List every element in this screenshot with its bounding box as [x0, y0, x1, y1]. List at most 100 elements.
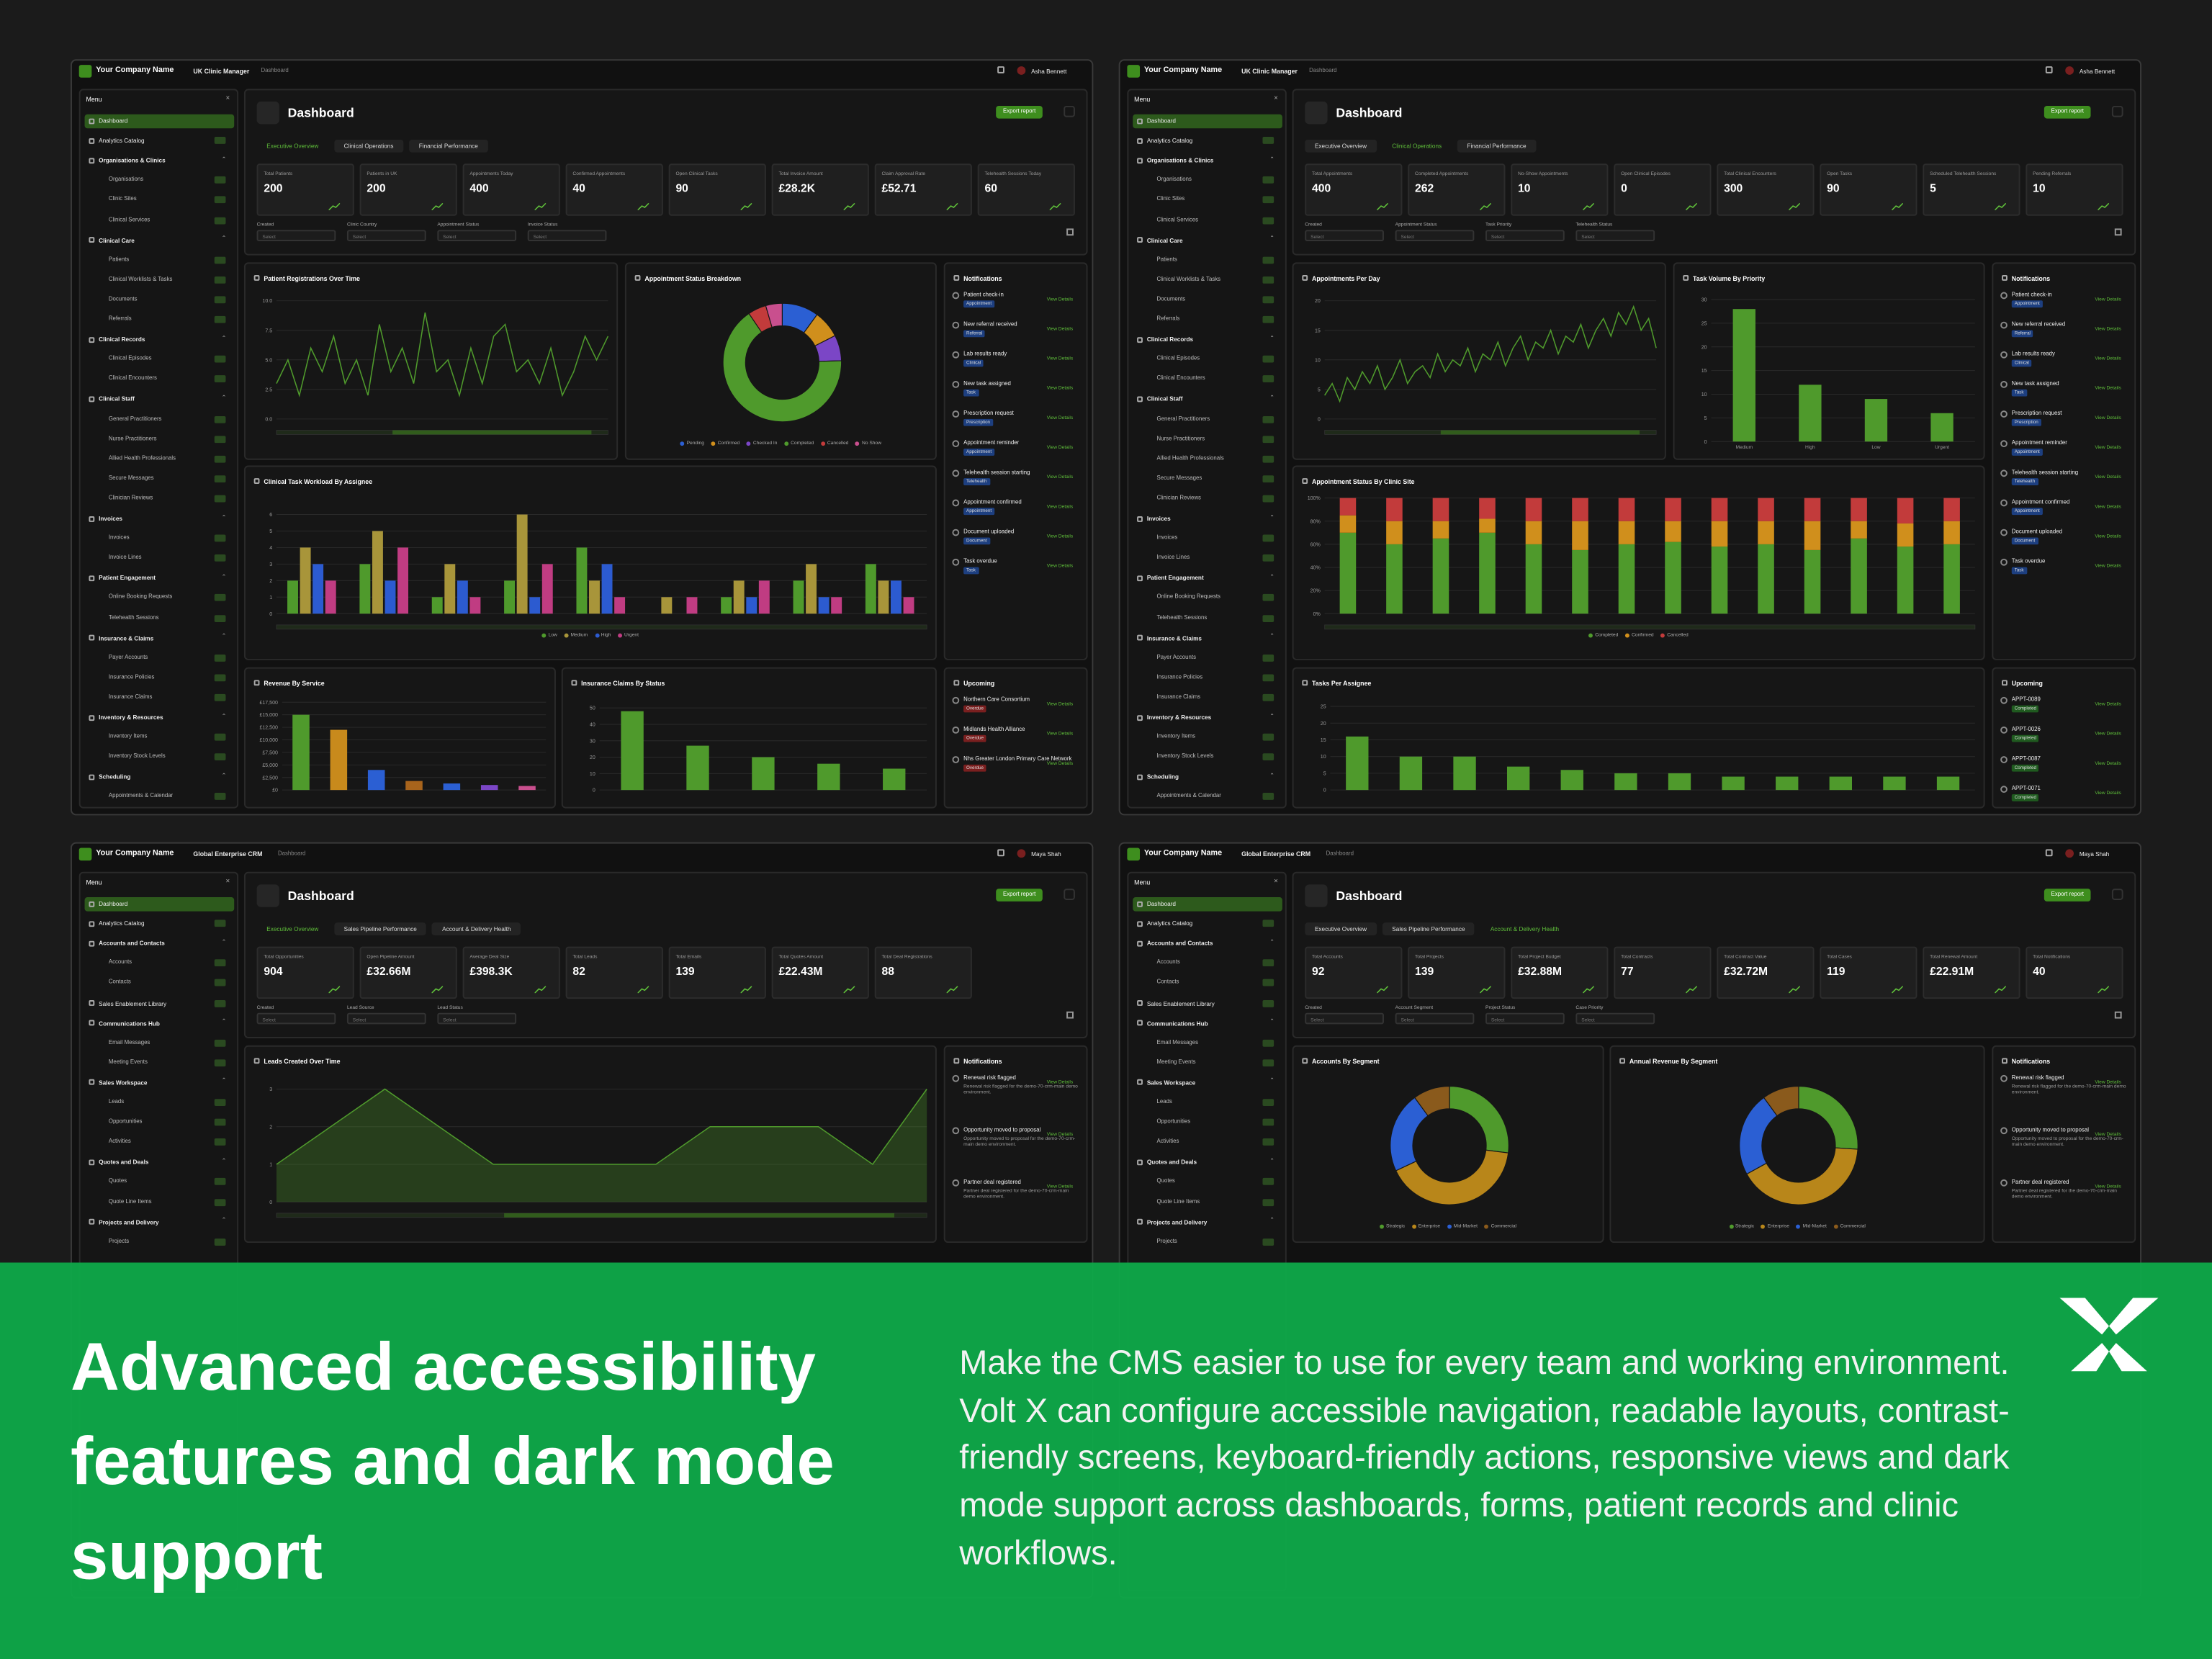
- menu-group[interactable]: Projects and Delivery: [1146, 1218, 1208, 1226]
- export-button[interactable]: Export report: [2044, 105, 2091, 119]
- view-details-link[interactable]: View Details: [2095, 1079, 2121, 1085]
- view-details-link[interactable]: View Details: [1046, 1079, 1074, 1085]
- menu-subitem[interactable]: Invoices: [1156, 533, 1178, 541]
- tab[interactable]: Executive Overview: [266, 142, 319, 150]
- menu-subitem[interactable]: Projects: [108, 1236, 130, 1244]
- menu-group[interactable]: Communications Hub: [1146, 1019, 1208, 1027]
- menu-item[interactable]: Dashboard: [1146, 117, 1176, 125]
- menu-subitem[interactable]: Leads: [1156, 1097, 1172, 1105]
- bell-icon[interactable]: [997, 66, 1004, 73]
- export-button[interactable]: Export report: [2044, 889, 2091, 902]
- menu-subitem[interactable]: Clinician Reviews: [108, 493, 153, 501]
- menu-group[interactable]: Quotes and Deals: [99, 1159, 149, 1166]
- view-details-link[interactable]: View Details: [2095, 730, 2121, 737]
- tab[interactable]: Executive Overview: [266, 925, 319, 933]
- filter-select[interactable]: Select: [1485, 1012, 1565, 1024]
- menu-group[interactable]: Inventory & Resources: [1146, 714, 1212, 721]
- menu-item[interactable]: Analytics Catalog: [1146, 137, 1193, 145]
- view-details-link[interactable]: View Details: [1046, 474, 1074, 480]
- menu-subitem[interactable]: Clinical Services: [1156, 215, 1199, 222]
- view-details-link[interactable]: View Details: [1046, 296, 1074, 302]
- view-details-link[interactable]: View Details: [2095, 562, 2121, 569]
- menu-subitem[interactable]: Invoices: [108, 533, 130, 541]
- menu-item[interactable]: Dashboard: [1146, 899, 1176, 907]
- menu-subitem[interactable]: Contacts: [108, 978, 131, 986]
- menu-subitem[interactable]: Documents: [108, 295, 138, 302]
- menu-item[interactable]: Analytics Catalog: [1146, 920, 1193, 927]
- tab[interactable]: Account & Delivery Health: [432, 922, 521, 935]
- filter-select[interactable]: Select: [346, 1012, 426, 1024]
- menu-group[interactable]: Inventory & Resources: [99, 714, 163, 721]
- menu-subitem[interactable]: Quotes: [1156, 1177, 1175, 1184]
- filter-select[interactable]: Select: [346, 229, 426, 241]
- view-details-link[interactable]: View Details: [2095, 355, 2121, 361]
- filter-select[interactable]: Select: [1395, 229, 1475, 241]
- menu-subitem[interactable]: Patients: [108, 255, 130, 262]
- view-details-link[interactable]: View Details: [1046, 562, 1074, 569]
- menu-subitem[interactable]: Online Booking Requests: [108, 593, 173, 601]
- view-details-link[interactable]: View Details: [2095, 325, 2121, 332]
- menu-subitem[interactable]: General Practitioners: [1156, 414, 1210, 421]
- menu-subitem[interactable]: Inventory Items: [1156, 732, 1196, 739]
- bell-icon[interactable]: [2045, 849, 2053, 857]
- more-button[interactable]: [2111, 105, 2123, 117]
- menu-item[interactable]: Dashboard: [99, 117, 128, 125]
- menu-subitem[interactable]: Inventory Stock Levels: [1156, 752, 1214, 760]
- filter-select[interactable]: Select: [256, 1012, 336, 1024]
- view-details-link[interactable]: View Details: [2095, 503, 2121, 510]
- menu-subitem[interactable]: Organisations: [108, 175, 144, 183]
- tab[interactable]: Executive Overview: [1305, 922, 1377, 935]
- menu-subitem[interactable]: General Practitioners: [108, 414, 162, 421]
- tab[interactable]: Sales Pipeline Performance: [333, 922, 427, 935]
- filter-select[interactable]: Select: [1485, 229, 1565, 241]
- menu-item[interactable]: Dashboard: [99, 899, 128, 907]
- menu-group[interactable]: Scheduling: [99, 773, 131, 781]
- menu-group[interactable]: Invoices: [1146, 515, 1171, 522]
- menu-subitem[interactable]: Allied Health Professionals: [108, 454, 176, 462]
- view-details-link[interactable]: View Details: [2095, 296, 2121, 302]
- menu-subitem[interactable]: Appointments & Calendar: [1156, 791, 1221, 799]
- menu-item[interactable]: Analytics Catalog: [99, 137, 145, 145]
- menu-subitem[interactable]: Insurance Claims: [108, 692, 153, 700]
- menu-subitem[interactable]: Insurance Claims: [1156, 692, 1201, 700]
- export-button[interactable]: Export report: [996, 889, 1043, 902]
- filter-select[interactable]: Select: [1575, 229, 1655, 241]
- view-details-link[interactable]: View Details: [2095, 1131, 2121, 1138]
- menu-group[interactable]: Projects and Delivery: [99, 1218, 159, 1226]
- menu-subitem[interactable]: Clinic Sites: [1156, 195, 1185, 202]
- menu-subitem[interactable]: Nurse Practitioners: [1156, 433, 1205, 441]
- tab[interactable]: Financial Performance: [1457, 139, 1537, 153]
- view-details-link[interactable]: View Details: [2095, 385, 2121, 391]
- menu-subitem[interactable]: Nurse Practitioners: [108, 433, 157, 441]
- menu-subitem[interactable]: Email Messages: [1156, 1038, 1199, 1046]
- menu-item[interactable]: Analytics Catalog: [99, 920, 145, 927]
- menu-subitem[interactable]: Opportunities: [1156, 1117, 1191, 1125]
- menu-subitem[interactable]: Inventory Items: [108, 732, 148, 739]
- menu-subitem[interactable]: Documents: [1156, 295, 1186, 302]
- menu-subitem[interactable]: Telehealth Sessions: [108, 613, 159, 621]
- view-details-link[interactable]: View Details: [1046, 415, 1074, 421]
- menu-subitem[interactable]: Leads: [108, 1097, 125, 1105]
- view-details-link[interactable]: View Details: [1046, 730, 1074, 737]
- menu-subitem[interactable]: Secure Messages: [108, 473, 154, 481]
- menu-subitem[interactable]: Meeting Events: [108, 1057, 148, 1065]
- menu-group[interactable]: Clinical Care: [1146, 236, 1183, 244]
- view-details-link[interactable]: View Details: [1046, 1131, 1074, 1138]
- menu-subitem[interactable]: Patients: [1156, 255, 1177, 262]
- menu-subitem[interactable]: Allied Health Professionals: [1156, 454, 1224, 462]
- menu-group[interactable]: Sales Workspace: [99, 1079, 148, 1087]
- menu-subitem[interactable]: Telehealth Sessions: [1156, 613, 1208, 621]
- tab[interactable]: Financial Performance: [409, 139, 488, 153]
- menu-item[interactable]: Sales Enablement Library: [99, 999, 167, 1007]
- tab[interactable]: Executive Overview: [1305, 139, 1377, 153]
- menu-subitem[interactable]: Clinical Episodes: [1156, 354, 1200, 361]
- filter-select[interactable]: Select: [437, 229, 517, 241]
- menu-subitem[interactable]: Clinical Services: [108, 215, 150, 222]
- menu-group[interactable]: Organisations & Clinics: [1146, 156, 1214, 164]
- view-details-link[interactable]: View Details: [2095, 415, 2121, 421]
- menu-subitem[interactable]: Referrals: [1156, 314, 1180, 322]
- menu-subitem[interactable]: Referrals: [108, 314, 132, 322]
- tab[interactable]: Sales Pipeline Performance: [1382, 922, 1475, 935]
- filter-select[interactable]: Select: [1575, 1012, 1655, 1024]
- menu-group[interactable]: Insurance & Claims: [99, 634, 154, 642]
